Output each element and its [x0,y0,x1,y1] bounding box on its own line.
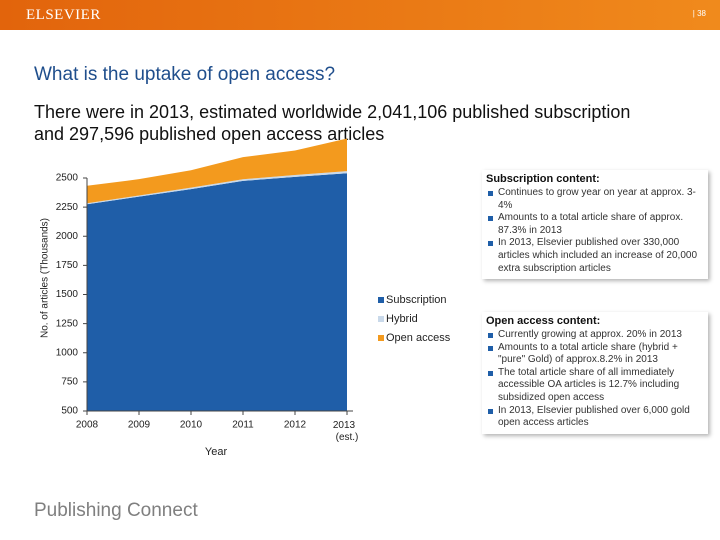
bullet: Currently growing at approx. 20% in 2013 [488,329,704,342]
bullet: Amounts to a total article share (hybrid… [488,342,704,367]
info-box: Subscription content: Continues to grow y… [482,170,708,280]
box-heading: Open access content: [486,315,601,327]
title: What is the uptake of open access? [34,64,336,85]
info-box: Open access content: Currently growing at… [482,312,708,434]
footer: Publishing Connect [34,500,198,521]
bullet: Amounts to a total article share of appr… [488,212,704,237]
x-axis-label: Year [205,446,228,458]
x-tick-label: 2012 [284,420,307,431]
bullet: Continues to grow year on year at approx… [488,187,704,212]
x-tick-label: 2013 (est.) [333,420,359,443]
bullet: The total article share of all immediate… [488,367,704,405]
box-heading: Subscription content: [486,173,600,185]
x-tick-label: 2010 [180,420,203,431]
y-tick-label: 2250 [56,202,79,213]
legend-swatch [378,335,384,341]
legend-swatch [378,297,384,303]
bullet-list: Currently growing at approx. 20% in 2013… [486,329,704,430]
area [87,173,347,411]
y-axis-label: No. of articles (Thousands) [40,218,51,338]
legend-swatch [378,316,384,322]
header-bar: ELSEVIER 38 [0,0,720,30]
area [87,138,347,204]
x-tick-label: 2009 [128,420,151,431]
y-tick-label: 1000 [56,347,79,358]
bullet: In 2013, Elsevier published over 6,000 g… [488,405,704,430]
y-tick-label: 1750 [56,260,79,271]
y-tick-label: 750 [61,377,78,388]
y-tick-label: 2500 [56,173,79,184]
area [87,171,347,205]
legend-label: Open access [386,332,451,344]
x-tick-label: 2011 [232,420,254,431]
legend-label: Hybrid [386,313,418,325]
page-number: 38 [693,9,706,18]
y-tick-label: 500 [61,406,78,417]
brand: ELSEVIER [26,7,101,23]
y-tick-label: 2000 [56,231,79,242]
x-tick-label: 2008 [76,420,99,431]
bullet: In 2013, Elsevier published over 330,000… [488,237,704,275]
legend-label: Subscription [386,294,447,306]
y-tick-label: 1250 [56,318,79,329]
bullet-list: Continues to grow year on year at approx… [486,187,704,275]
subtitle: There were in 2013, estimated worldwide … [34,102,631,144]
y-tick-label: 1500 [56,289,79,300]
